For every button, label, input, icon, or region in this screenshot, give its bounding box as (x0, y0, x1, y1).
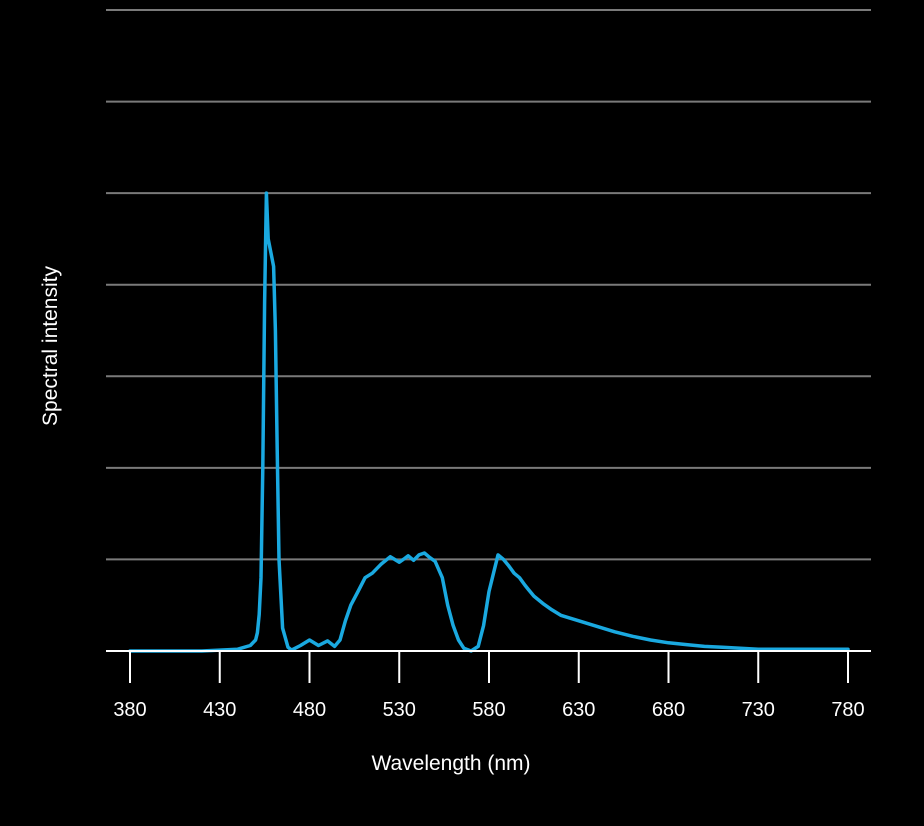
x-tick-label-5: 630 (562, 699, 595, 721)
x-tick-label-8: 780 (831, 699, 864, 721)
x-tick-label-0: 380 (113, 699, 146, 721)
series-line-0 (128, 191, 850, 653)
gridlines (106, 9, 871, 561)
x-tick-label-6: 680 (652, 699, 685, 721)
plot-area (128, 191, 850, 653)
x-axis: 380 430 480 530 580 630 680 730 780 (106, 650, 871, 721)
x-tick-label-7: 730 (742, 699, 775, 721)
x-axis-label: Wavelength (nm) (371, 752, 530, 775)
x-tick-label-2: 480 (293, 699, 326, 721)
x-tick-label-1: 430 (203, 699, 236, 721)
x-tick-label-3: 530 (383, 699, 416, 721)
x-tick-label-4: 580 (472, 699, 505, 721)
y-axis-label: Spectral intensity (39, 266, 62, 426)
